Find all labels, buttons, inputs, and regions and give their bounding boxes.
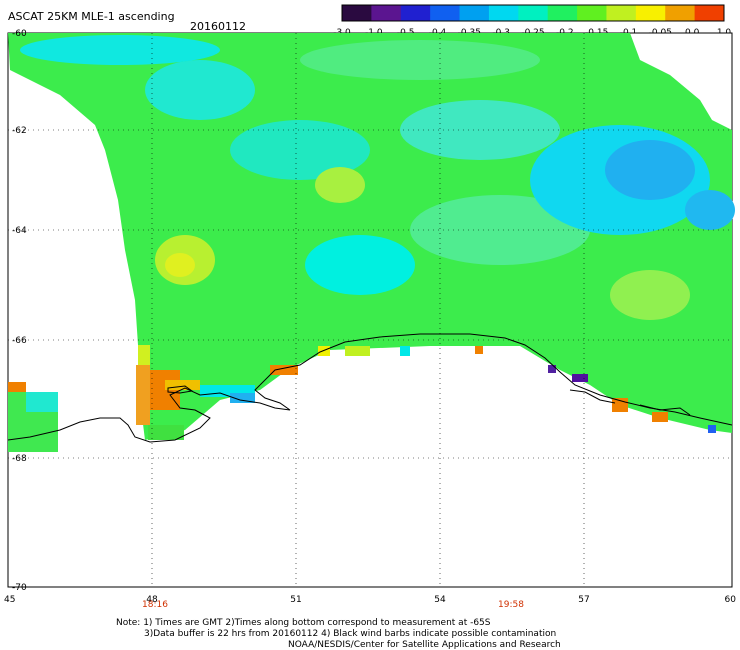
colorbar-segment [635,5,666,21]
longitude-label: 45 [4,595,15,605]
colorbar-segment [694,5,725,21]
latitude-label: -66 [12,336,27,346]
latitude-label: -70 [12,583,27,593]
colorbar-segment [488,5,519,21]
lat-lon-grid [8,33,732,587]
colorbar-segment [459,5,490,21]
note-line-3: NOAA/NESDIS/Center for Satellite Applica… [288,640,561,650]
map-title: ASCAT 25KM MLE-1 ascending [8,10,175,23]
colorbar-segment [430,5,461,21]
note-line-1: Note: 1) Times are GMT 2)Times along bot… [116,618,491,628]
time-label-2: 19:58 [498,600,524,610]
latitude-label: -60 [12,29,27,39]
colorbar-segment [371,5,402,21]
colorbar-segment [547,5,578,21]
longitude-label: 54 [434,595,446,605]
antarctic-coastline [7,333,733,443]
time-label-1: 18:16 [142,600,168,610]
longitude-label: 60 [725,595,737,605]
note-line-2: 3)Data buffer is 22 hrs from 20160112 4)… [144,629,556,639]
latitude-label: -64 [12,226,27,236]
longitude-label: 48 [146,595,158,605]
colorbar-segment [342,5,372,21]
longitude-label: 57 [578,595,589,605]
colorbar [341,4,725,22]
latitude-label: -68 [12,454,27,464]
colorbar-segment [606,5,637,21]
latitude-label: -62 [12,126,27,136]
longitude-label: 51 [290,595,301,605]
longitude-labels: 45 48 51 54 57 60 [4,595,736,605]
map-date: 20160112 [190,20,246,33]
wind-contamination-field [8,33,735,452]
colorbar-segment [518,5,549,21]
colorbar-segment [400,5,431,21]
colorbar-segment [577,5,607,21]
latitude-labels: -60 -62 -64 -66 -68 -70 [12,29,27,593]
colorbar-segment [665,5,696,21]
